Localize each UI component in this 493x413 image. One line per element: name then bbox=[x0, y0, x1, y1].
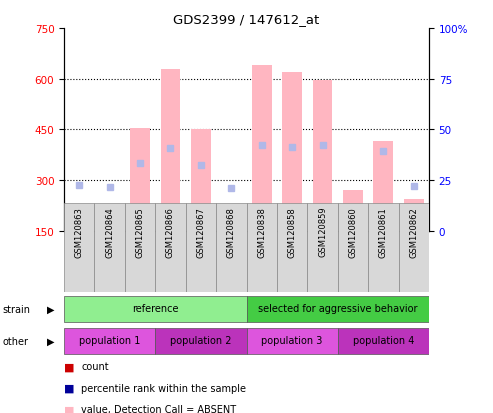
Bar bbox=[343, 191, 363, 231]
Text: ▶: ▶ bbox=[47, 304, 54, 314]
Bar bbox=[130, 128, 150, 231]
Text: GSM120868: GSM120868 bbox=[227, 206, 236, 257]
Text: reference: reference bbox=[132, 304, 178, 314]
Text: GSM120858: GSM120858 bbox=[287, 206, 297, 257]
Bar bbox=[368, 204, 398, 292]
Text: value, Detection Call = ABSENT: value, Detection Call = ABSENT bbox=[81, 404, 237, 413]
Bar bbox=[64, 328, 155, 354]
Bar bbox=[100, 214, 120, 231]
Bar bbox=[64, 296, 246, 323]
Bar bbox=[282, 73, 302, 231]
Title: GDS2399 / 147612_at: GDS2399 / 147612_at bbox=[174, 13, 319, 26]
Bar bbox=[161, 69, 180, 231]
Text: ■: ■ bbox=[64, 404, 74, 413]
Bar bbox=[191, 130, 211, 231]
Text: population 1: population 1 bbox=[79, 335, 141, 346]
Text: ■: ■ bbox=[64, 361, 74, 371]
Text: GSM120866: GSM120866 bbox=[166, 206, 175, 257]
Bar bbox=[155, 204, 186, 292]
Bar bbox=[186, 204, 216, 292]
Text: GSM120864: GSM120864 bbox=[105, 206, 114, 257]
Bar bbox=[404, 199, 423, 231]
Text: population 4: population 4 bbox=[352, 335, 414, 346]
Bar bbox=[313, 81, 332, 231]
Text: ■: ■ bbox=[64, 383, 74, 393]
Text: population 2: population 2 bbox=[170, 335, 232, 346]
Bar bbox=[70, 209, 89, 231]
Bar bbox=[221, 223, 241, 231]
Bar bbox=[338, 328, 429, 354]
Text: GSM120838: GSM120838 bbox=[257, 206, 266, 257]
Text: GSM120862: GSM120862 bbox=[409, 206, 418, 257]
Text: GSM120861: GSM120861 bbox=[379, 206, 388, 257]
Text: percentile rank within the sample: percentile rank within the sample bbox=[81, 383, 246, 393]
Text: ▶: ▶ bbox=[47, 336, 54, 346]
Bar bbox=[338, 204, 368, 292]
Bar bbox=[246, 328, 338, 354]
Text: other: other bbox=[2, 336, 29, 346]
Bar bbox=[246, 296, 429, 323]
Text: GSM120867: GSM120867 bbox=[196, 206, 206, 257]
Bar bbox=[155, 328, 246, 354]
Text: GSM120859: GSM120859 bbox=[318, 206, 327, 257]
Text: strain: strain bbox=[2, 304, 31, 314]
Text: GSM120865: GSM120865 bbox=[136, 206, 144, 257]
Bar bbox=[246, 204, 277, 292]
Text: population 3: population 3 bbox=[261, 335, 323, 346]
Bar bbox=[307, 204, 338, 292]
Bar bbox=[398, 204, 429, 292]
Text: count: count bbox=[81, 361, 109, 371]
Bar bbox=[95, 204, 125, 292]
Bar bbox=[277, 204, 307, 292]
Bar bbox=[252, 66, 272, 231]
Bar bbox=[373, 142, 393, 231]
Bar bbox=[125, 204, 155, 292]
Text: selected for aggressive behavior: selected for aggressive behavior bbox=[258, 304, 418, 314]
Bar bbox=[216, 204, 246, 292]
Text: GSM120863: GSM120863 bbox=[75, 206, 84, 257]
Bar bbox=[64, 204, 95, 292]
Text: GSM120860: GSM120860 bbox=[349, 206, 357, 257]
